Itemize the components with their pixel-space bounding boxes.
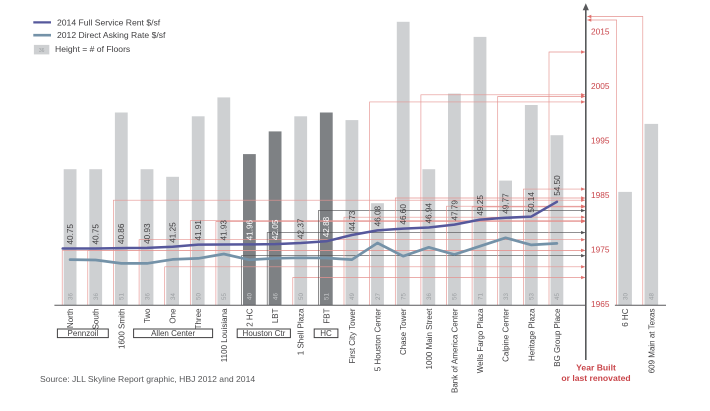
svg-text:1000 Main Street: 1000 Main Street (425, 308, 434, 370)
svg-text:46.60: 46.60 (399, 204, 408, 225)
svg-text:36: 36 (93, 293, 100, 300)
svg-text:Calpine Center: Calpine Center (502, 308, 511, 362)
svg-text:Wells Fargo Plaza: Wells Fargo Plaza (476, 308, 485, 373)
svg-text:36: 36 (39, 48, 45, 54)
svg-text:1 Shell Plaza: 1 Shell Plaza (297, 308, 306, 355)
svg-text:42.37: 42.37 (297, 218, 306, 239)
svg-text:51: 51 (119, 293, 126, 300)
svg-text:2005: 2005 (591, 81, 610, 91)
svg-text:FBT: FBT (322, 308, 331, 323)
svg-text:46: 46 (272, 293, 279, 300)
svg-text:Pennzoil: Pennzoil (68, 329, 99, 338)
svg-text:1995: 1995 (591, 135, 610, 145)
svg-text:1100 Louisiana: 1100 Louisiana (220, 308, 229, 362)
svg-text:47.79: 47.79 (450, 200, 459, 221)
svg-text:46.94: 46.94 (425, 203, 434, 224)
svg-text:HC: HC (320, 329, 332, 338)
svg-text:BG Group Place: BG Group Place (553, 308, 562, 367)
svg-text:5 Houston Center: 5 Houston Center (374, 308, 383, 371)
svg-text:75: 75 (401, 293, 408, 300)
svg-text:44.73: 44.73 (348, 210, 357, 231)
svg-text:41.91: 41.91 (194, 220, 203, 241)
svg-text:36: 36 (426, 293, 433, 300)
svg-text:Source: JLL Skyline Report gra: Source: JLL Skyline Report graphic, HBJ … (40, 374, 255, 384)
svg-text:2014 Full Service Rent $/sf: 2014 Full Service Rent $/sf (57, 17, 161, 27)
svg-text:49.25: 49.25 (476, 195, 485, 216)
svg-text:36: 36 (67, 293, 74, 300)
svg-text:30: 30 (622, 293, 629, 300)
svg-text:6 HC: 6 HC (621, 308, 630, 326)
svg-text:46.08: 46.08 (373, 205, 382, 226)
svg-text:33: 33 (503, 293, 510, 300)
svg-text:42.05: 42.05 (271, 219, 280, 240)
svg-text:609 Main at Texas: 609 Main at Texas (647, 309, 656, 374)
svg-text:40.93: 40.93 (143, 223, 152, 244)
svg-text:34: 34 (170, 293, 177, 300)
svg-text:41.25: 41.25 (169, 222, 178, 243)
svg-text:or last renovated: or last renovated (561, 373, 630, 383)
svg-text:1975: 1975 (591, 244, 610, 254)
svg-text:71: 71 (477, 293, 484, 300)
svg-text:54.50: 54.50 (553, 175, 562, 196)
svg-text:1600 Smith: 1600 Smith (117, 309, 126, 349)
svg-text:50.14: 50.14 (527, 192, 536, 213)
svg-text:27: 27 (375, 293, 382, 300)
svg-text:40.75: 40.75 (66, 224, 75, 245)
svg-text:41.93: 41.93 (220, 220, 229, 241)
svg-text:49.77: 49.77 (502, 193, 511, 214)
svg-text:Two: Two (143, 308, 152, 323)
svg-text:55: 55 (221, 293, 228, 300)
svg-text:1965: 1965 (591, 299, 610, 309)
svg-text:45: 45 (554, 293, 561, 300)
svg-text:42.88: 42.88 (322, 216, 331, 237)
svg-text:Bank of America Center: Bank of America Center (450, 308, 459, 393)
svg-text:40.86: 40.86 (117, 223, 126, 244)
svg-text:Houston Ctr: Houston Ctr (243, 329, 286, 338)
svg-text:Year Built: Year Built (576, 363, 616, 373)
svg-text:49: 49 (349, 293, 356, 300)
svg-text:1985: 1985 (591, 190, 610, 200)
svg-text:Chase Tower: Chase Tower (399, 308, 408, 355)
svg-text:36: 36 (144, 293, 151, 300)
svg-text:50: 50 (196, 293, 203, 300)
svg-text:51: 51 (324, 293, 331, 300)
svg-text:53: 53 (529, 293, 536, 300)
svg-text:Three: Three (194, 308, 203, 329)
svg-text:2 HC: 2 HC (245, 308, 254, 326)
svg-text:South: South (92, 309, 101, 330)
svg-text:First City Tower: First City Tower (348, 308, 357, 363)
svg-text:48: 48 (649, 293, 656, 300)
svg-text:2015: 2015 (591, 26, 610, 36)
svg-text:LBT: LBT (271, 308, 280, 323)
svg-text:Heritage Plaza: Heritage Plaza (527, 308, 536, 361)
svg-text:Allen Center: Allen Center (151, 329, 195, 338)
svg-text:41.96: 41.96 (245, 219, 254, 240)
svg-text:Height = # of Floors: Height = # of Floors (55, 44, 130, 54)
svg-text:40.75: 40.75 (92, 224, 101, 245)
svg-text:2012 Direct Asking Rate $/sf: 2012 Direct Asking Rate $/sf (57, 30, 166, 40)
svg-text:50: 50 (298, 293, 305, 300)
svg-text:56: 56 (452, 293, 459, 300)
svg-text:One: One (169, 308, 178, 324)
svg-text:North: North (66, 309, 75, 329)
svg-text:40: 40 (247, 293, 254, 300)
